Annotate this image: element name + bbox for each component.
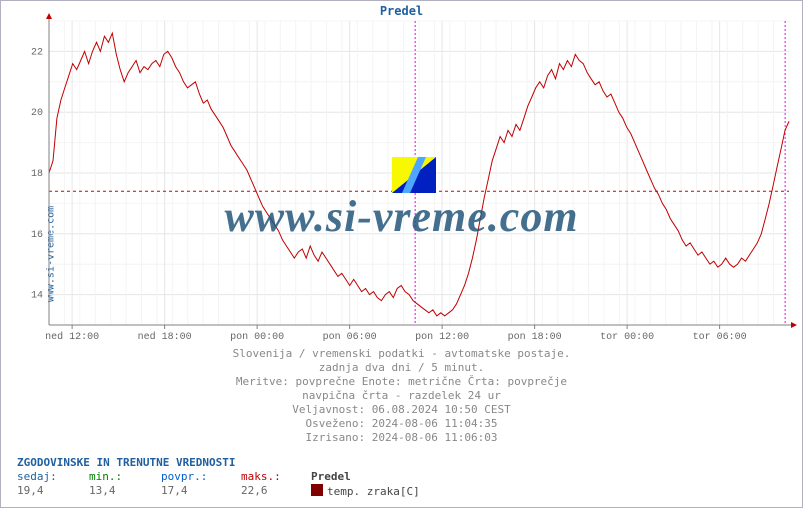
svg-text:16: 16 xyxy=(31,230,43,241)
series-unit-label: temp. zraka[C] xyxy=(327,485,420,498)
chart-plot: 14 16 18 20 22 ned 12:00 ned 18:00 pon 00:00 pon… xyxy=(1,1,803,345)
val-min: 13,4 xyxy=(89,484,161,499)
svg-text:ned 12:00: ned 12:00 xyxy=(45,331,99,343)
caption-line: Veljavnost: 06.08.2024 10:50 CEST xyxy=(1,403,802,417)
series-swatch xyxy=(311,484,323,496)
col-label-now: sedaj: xyxy=(17,470,89,484)
col-label-min: min.: xyxy=(89,470,161,484)
stats-header: ZGODOVINSKE IN TRENUTNE VREDNOSTI xyxy=(17,456,420,470)
caption-line: zadnja dva dni / 5 minut. xyxy=(1,361,802,375)
svg-text:20: 20 xyxy=(31,108,43,119)
caption-line: Izrisano: 2024-08-06 11:06:03 xyxy=(1,431,802,445)
svg-text:ned 18:00: ned 18:00 xyxy=(138,331,192,343)
svg-text:pon 18:00: pon 18:00 xyxy=(508,332,562,343)
caption-line: Meritve: povprečne Enote: metrične Črta:… xyxy=(1,375,802,389)
stats-labels-row: sedaj: min.: povpr.: maks.: Predel xyxy=(17,470,420,484)
stats-block: ZGODOVINSKE IN TRENUTNE VREDNOSTI sedaj:… xyxy=(17,456,420,499)
svg-text:22: 22 xyxy=(31,47,43,58)
caption-line: navpična črta - razdelek 24 ur xyxy=(1,389,802,403)
col-label-series: Predel xyxy=(311,470,351,484)
caption-line: Slovenija / vremenski podatki - avtomats… xyxy=(1,347,802,361)
col-label-avg: povpr.: xyxy=(161,470,241,484)
val-series: temp. zraka[C] xyxy=(311,484,420,499)
svg-text:tor 00:00: tor 00:00 xyxy=(600,332,654,343)
val-max: 22,6 xyxy=(241,484,311,499)
svg-text:14: 14 xyxy=(31,291,43,302)
chart-container: Predel www.si-vreme.com 1416182022ned 12… xyxy=(0,0,803,508)
svg-text:pon 06:00: pon 06:00 xyxy=(323,332,377,343)
col-label-max: maks.: xyxy=(241,470,311,484)
svg-text:pon 12:00: pon 12:00 xyxy=(415,332,469,343)
caption-line: Osveženo: 2024-08-06 11:04:35 xyxy=(1,417,802,431)
caption-block: Slovenija / vremenski podatki - avtomats… xyxy=(1,347,802,445)
svg-text:pon 00:00: pon 00:00 xyxy=(230,332,284,343)
stats-values-row: 19,4 13,4 17,4 22,6 temp. zraka[C] xyxy=(17,484,420,499)
svg-text:tor 06:00: tor 06:00 xyxy=(693,332,747,343)
val-avg: 17,4 xyxy=(161,484,241,499)
svg-text:18: 18 xyxy=(31,169,43,180)
val-now: 19,4 xyxy=(17,484,89,499)
